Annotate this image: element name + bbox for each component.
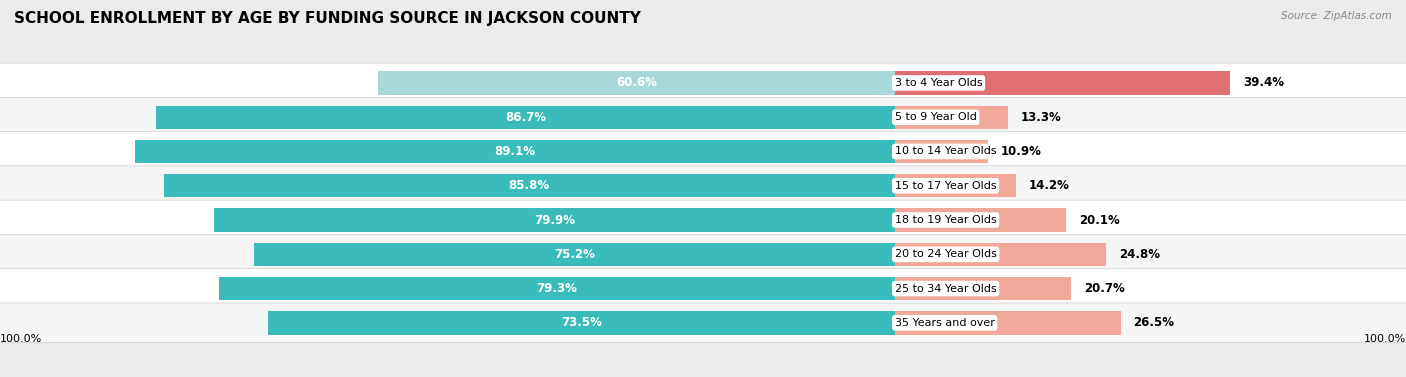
Text: 25 to 34 Year Olds: 25 to 34 Year Olds xyxy=(894,284,997,294)
Bar xyxy=(254,243,894,266)
Text: 100.0%: 100.0% xyxy=(0,334,42,344)
Bar xyxy=(894,208,1066,232)
Text: 86.7%: 86.7% xyxy=(505,111,546,124)
Text: 35 Years and over: 35 Years and over xyxy=(894,318,994,328)
Text: SCHOOL ENROLLMENT BY AGE BY FUNDING SOURCE IN JACKSON COUNTY: SCHOOL ENROLLMENT BY AGE BY FUNDING SOUR… xyxy=(14,11,641,26)
FancyBboxPatch shape xyxy=(0,303,1406,343)
FancyBboxPatch shape xyxy=(0,132,1406,172)
Text: 20.7%: 20.7% xyxy=(1084,282,1125,295)
Text: 18 to 19 Year Olds: 18 to 19 Year Olds xyxy=(894,215,997,225)
Text: 5 to 9 Year Old: 5 to 9 Year Old xyxy=(894,112,977,122)
Text: 89.1%: 89.1% xyxy=(495,145,536,158)
Bar xyxy=(894,311,1121,334)
FancyBboxPatch shape xyxy=(0,97,1406,137)
Bar xyxy=(156,106,894,129)
Text: 20 to 24 Year Olds: 20 to 24 Year Olds xyxy=(894,249,997,259)
FancyBboxPatch shape xyxy=(0,269,1406,308)
Bar xyxy=(135,140,894,163)
FancyBboxPatch shape xyxy=(0,234,1406,274)
Text: 3 to 4 Year Olds: 3 to 4 Year Olds xyxy=(894,78,983,88)
FancyBboxPatch shape xyxy=(0,200,1406,240)
Bar xyxy=(894,277,1071,300)
Text: 10.9%: 10.9% xyxy=(1001,145,1042,158)
Text: 24.8%: 24.8% xyxy=(1119,248,1160,261)
Text: 79.9%: 79.9% xyxy=(534,213,575,227)
Text: 60.6%: 60.6% xyxy=(616,77,657,89)
Bar xyxy=(163,174,894,198)
Text: 15 to 17 Year Olds: 15 to 17 Year Olds xyxy=(894,181,997,191)
Bar xyxy=(894,71,1230,95)
Bar xyxy=(219,277,894,300)
Text: 10 to 14 Year Olds: 10 to 14 Year Olds xyxy=(894,147,997,156)
Text: 13.3%: 13.3% xyxy=(1021,111,1062,124)
Text: 73.5%: 73.5% xyxy=(561,316,602,329)
Text: 20.1%: 20.1% xyxy=(1078,213,1119,227)
Text: 79.3%: 79.3% xyxy=(537,282,578,295)
Text: 100.0%: 100.0% xyxy=(1364,334,1406,344)
FancyBboxPatch shape xyxy=(0,63,1406,103)
Text: 26.5%: 26.5% xyxy=(1133,316,1174,329)
Bar xyxy=(894,140,987,163)
Bar xyxy=(269,311,894,334)
Bar xyxy=(894,174,1015,198)
FancyBboxPatch shape xyxy=(0,166,1406,205)
Text: 85.8%: 85.8% xyxy=(509,179,550,192)
Bar xyxy=(378,71,894,95)
Text: 39.4%: 39.4% xyxy=(1243,77,1284,89)
Bar xyxy=(214,208,894,232)
Bar xyxy=(894,106,1008,129)
Text: 75.2%: 75.2% xyxy=(554,248,595,261)
Text: Source: ZipAtlas.com: Source: ZipAtlas.com xyxy=(1281,11,1392,21)
Bar xyxy=(894,243,1107,266)
Text: 14.2%: 14.2% xyxy=(1029,179,1070,192)
